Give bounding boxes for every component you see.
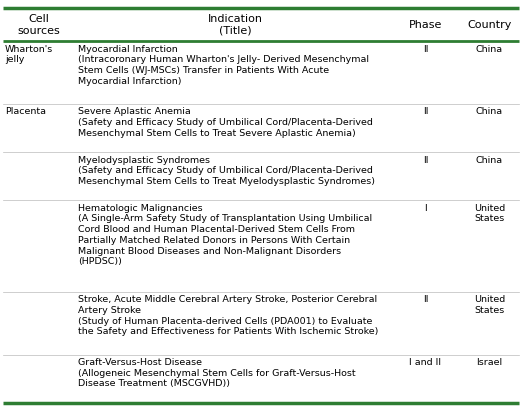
Text: China: China <box>476 155 503 164</box>
Text: Placenta: Placenta <box>5 107 46 116</box>
Text: I: I <box>424 204 427 213</box>
Text: Israel: Israel <box>476 358 503 367</box>
Text: I and II: I and II <box>409 358 442 367</box>
Text: Indication
(Title): Indication (Title) <box>207 14 263 36</box>
Text: Severe Aplastic Anemia
(Safety and Efficacy Study of Umbilical Cord/Placenta-Der: Severe Aplastic Anemia (Safety and Effic… <box>78 107 373 138</box>
Text: Myocardial Infarction
(Intracoronary Human Wharton's Jelly- Derived Mesenchymal
: Myocardial Infarction (Intracoronary Hum… <box>78 45 369 86</box>
Text: Country: Country <box>467 20 512 30</box>
Text: II: II <box>423 295 428 304</box>
Text: Cell
sources: Cell sources <box>18 14 61 36</box>
Text: Hematologic Malignancies
(A Single-Arm Safety Study of Transplantation Using Umb: Hematologic Malignancies (A Single-Arm S… <box>78 204 372 266</box>
Text: Myelodysplastic Syndromes
(Safety and Efficacy Study of Umbilical Cord/Placenta-: Myelodysplastic Syndromes (Safety and Ef… <box>78 155 375 186</box>
Text: United
States: United States <box>474 204 505 223</box>
Text: Graft-Versus-Host Disease
(Allogeneic Mesenchymal Stem Cells for Graft-Versus-Ho: Graft-Versus-Host Disease (Allogeneic Me… <box>78 358 355 388</box>
Text: Wharton's
jelly: Wharton's jelly <box>5 45 53 65</box>
Text: United
States: United States <box>474 295 505 314</box>
Text: II: II <box>423 107 428 116</box>
Text: China: China <box>476 45 503 53</box>
Text: Stroke, Acute Middle Cerebral Artery Stroke, Posterior Cerebral
Artery Stroke
(S: Stroke, Acute Middle Cerebral Artery Str… <box>78 295 378 337</box>
Text: II: II <box>423 45 428 53</box>
Text: Phase: Phase <box>409 20 442 30</box>
Text: II: II <box>423 155 428 164</box>
Text: China: China <box>476 107 503 116</box>
